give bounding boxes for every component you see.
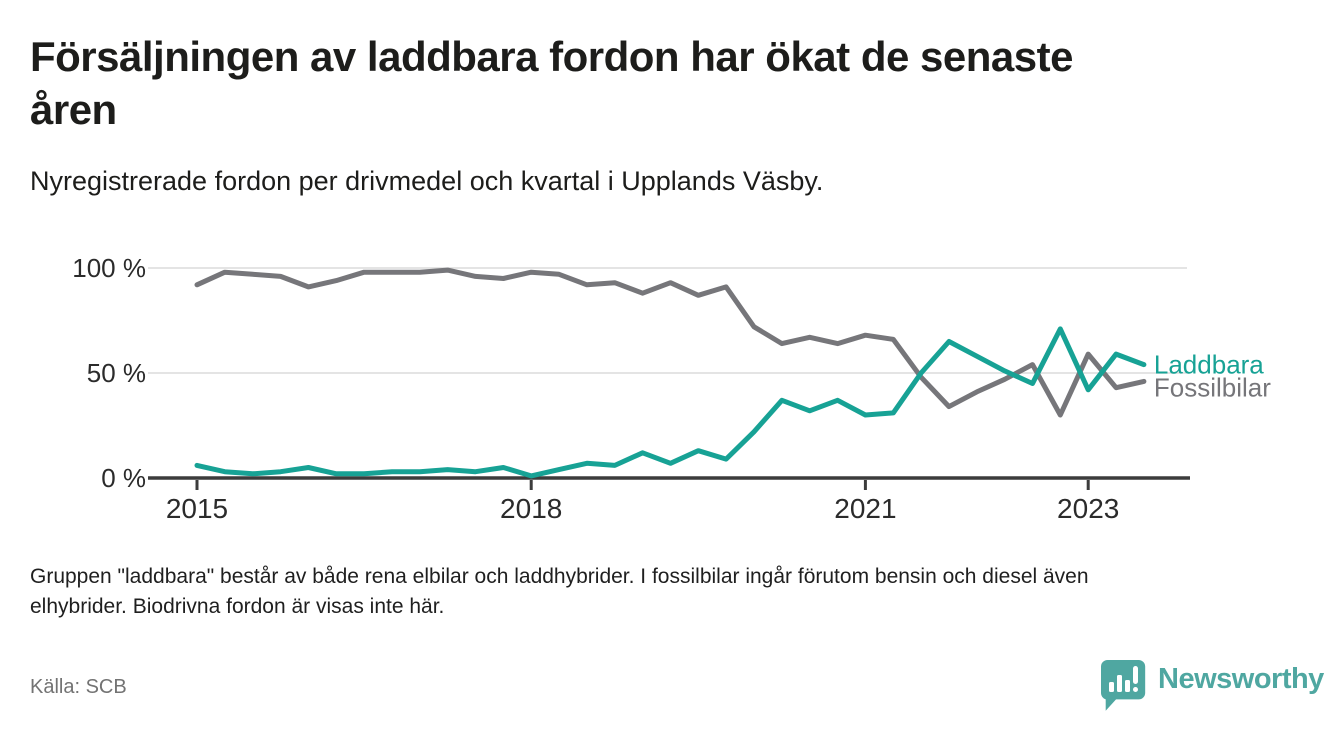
chart-footnote-line-2: elhybrider. Biodrivna fordon är visas in…: [30, 595, 445, 618]
x-axis-tick-label: 2015: [166, 493, 228, 524]
x-axis-tick-label: 2018: [500, 493, 562, 524]
bar-small: [1109, 682, 1114, 692]
series-end-label-laddbara: Laddbara: [1154, 350, 1264, 380]
bar-medium: [1125, 680, 1130, 692]
chart-footnote-line-1: Gruppen "laddbara" består av både rena e…: [30, 565, 1089, 588]
y-axis-tick-label: 50 %: [87, 358, 146, 388]
chart-subtitle: Nyregistrerade fordon per drivmedel och …: [30, 166, 824, 196]
brand-name: Newsworthy: [1158, 663, 1324, 695]
chart-title-line-1: Försäljningen av laddbara fordon har öka…: [30, 33, 1073, 80]
chart-title-line-2: åren: [30, 86, 117, 133]
exclamation-bar: [1133, 666, 1138, 684]
series-line-laddbara: [194, 326, 1147, 479]
brand-logo: Newsworthy: [1100, 658, 1324, 714]
bar-chart-speech-bubble-icon: [1100, 659, 1146, 711]
series-line-fossilbilar: [194, 267, 1147, 418]
y-axis-tick-label: 100 %: [72, 253, 146, 283]
chart-title: Försäljningen av laddbara fordon har öka…: [30, 30, 1310, 136]
source-label: Källa: SCB: [30, 676, 127, 698]
bar-tall: [1117, 675, 1122, 692]
exclamation-dot: [1133, 687, 1138, 692]
x-axis-tick-label: 2023: [1057, 493, 1119, 524]
x-axis-tick-label: 2021: [834, 493, 896, 524]
chart-footnote: Gruppen "laddbara" består av både rena e…: [30, 562, 1310, 622]
series-end-label-fossilbilar: Fossilbilar: [1154, 373, 1271, 403]
speech-bubble-shape: [1100, 659, 1146, 711]
y-axis-tick-label: 0 %: [101, 463, 146, 493]
